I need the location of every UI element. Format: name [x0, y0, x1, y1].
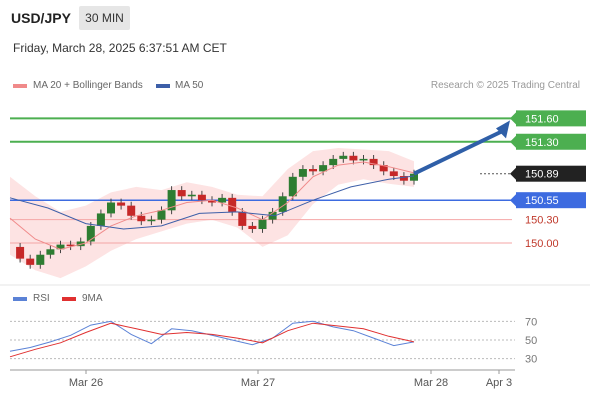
candle-body: [66, 244, 75, 247]
ma20-line: [9, 161, 415, 250]
candle-body: [218, 197, 227, 203]
candle-body: [157, 210, 166, 220]
symbol-title: USD/JPY: [11, 10, 71, 26]
candle-body: [187, 194, 196, 197]
rsi-ma-legend-swatch: [62, 297, 76, 301]
rsi-ma-legend-label: 9MA: [82, 293, 103, 304]
candle-body: [16, 246, 25, 259]
candle-body: [107, 202, 115, 214]
candle-body: [46, 249, 55, 255]
level-tag-pointer: [510, 135, 516, 148]
candle-body: [258, 219, 267, 230]
level-tag-150.55: [516, 192, 586, 209]
candle-body: [137, 215, 146, 222]
x-tick-label: Mar 26: [69, 377, 103, 389]
candle-body: [177, 190, 186, 197]
candle-body: [208, 200, 216, 203]
ma50-line: [9, 175, 415, 230]
rsi-level-label-30: 30: [525, 354, 537, 366]
candle-body: [399, 176, 408, 181]
ma50-legend-swatch: [156, 84, 170, 88]
candle-body: [36, 254, 45, 265]
candle-body: [117, 202, 126, 206]
chart-header: USD/JPY 30 MIN: [0, 0, 590, 36]
ma20-legend-swatch: [13, 84, 27, 88]
level-label-151.30: 151.30: [525, 137, 559, 149]
ma20-legend-label: MA 20 + Bollinger Bands: [33, 80, 143, 91]
candle-body: [228, 197, 237, 212]
x-tick-label: Apr 3: [486, 377, 512, 389]
candle-body: [96, 213, 105, 226]
level-tag-150.89: [516, 165, 586, 182]
x-tick-label: Mar 28: [414, 377, 448, 389]
forecast-arrow-shaft: [413, 128, 505, 176]
candle-body: [319, 165, 328, 172]
candle-body: [238, 211, 247, 226]
candle-body: [147, 219, 156, 222]
level-tag-pointer: [510, 167, 516, 180]
credit-text: Research © 2025 Trading Central: [430, 80, 580, 91]
candle-body: [56, 244, 65, 250]
candle-body: [197, 194, 206, 201]
x-tick-label: Mar 27: [241, 377, 275, 389]
candle-body: [379, 165, 388, 172]
candle-body: [248, 225, 257, 230]
candle-body: [167, 190, 176, 211]
level-label-150.55: 150.55: [525, 195, 559, 207]
rsi-legend-swatch: [13, 297, 27, 301]
candle-body: [298, 169, 307, 177]
level-label-150.30: 150.30: [525, 215, 559, 227]
candle-body: [410, 173, 418, 181]
level-tag-151.30: [516, 133, 586, 150]
rsi-level-label-50: 50: [525, 335, 537, 347]
timeframe-badge[interactable]: 30 MIN: [79, 6, 130, 30]
ma50-legend-label: MA 50: [175, 80, 204, 91]
level-label-151.60: 151.60: [525, 113, 559, 125]
timestamp: Friday, March 28, 2025 6:37:51 AM CET: [13, 41, 227, 55]
rsi-ma-line: [9, 322, 415, 358]
level-tag-151.60: [516, 110, 586, 127]
candle-body: [359, 158, 368, 161]
candle-body: [339, 155, 348, 159]
level-tag-pointer: [510, 194, 516, 207]
level-label-150.89: 150.89: [525, 169, 559, 181]
candle-body: [288, 176, 297, 197]
candle-body: [26, 258, 35, 265]
level-tag-pointer: [510, 112, 516, 125]
level-label-150.00: 150.00: [525, 238, 559, 250]
candle-body: [127, 205, 136, 216]
candle-body: [278, 196, 287, 212]
rsi-level-label-70: 70: [525, 316, 537, 328]
candle-body: [369, 158, 378, 166]
rsi-legend-label: RSI: [33, 293, 50, 304]
candle-body: [389, 171, 398, 177]
candle-body: [349, 155, 358, 161]
candle-body: [329, 158, 338, 166]
forecast-arrow-head: [496, 120, 510, 139]
rsi-line: [9, 320, 415, 352]
candle-body: [86, 225, 95, 242]
candle-body: [309, 169, 317, 172]
